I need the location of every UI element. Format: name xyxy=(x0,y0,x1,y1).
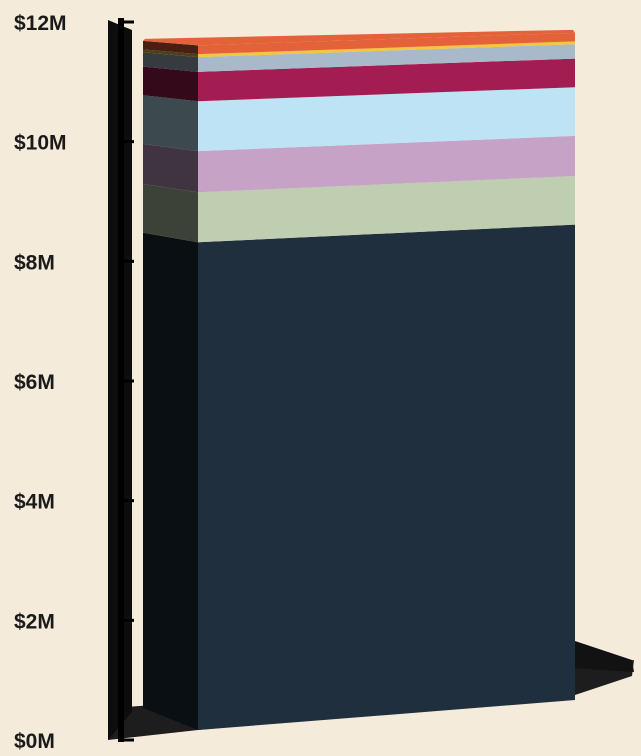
y-tick-label: $12M xyxy=(14,12,67,35)
bar-segment-7 xyxy=(143,41,575,58)
bar-segment-5-front xyxy=(198,58,575,102)
bar-segment-6-front xyxy=(198,44,575,72)
bar-segment-7-front xyxy=(198,41,575,58)
bar-segment-1 xyxy=(143,224,575,730)
bar-segment-8-side xyxy=(143,40,198,55)
bar-segment-6-side xyxy=(143,52,198,72)
chart-floor-back-edge xyxy=(572,640,634,672)
bar-segment-5-side xyxy=(143,66,198,102)
bar-segment-4-front xyxy=(198,87,575,152)
bar-segment-8 xyxy=(143,32,575,55)
y-tick-label: $2M xyxy=(14,610,55,633)
bars-layer xyxy=(143,29,575,730)
bar-segment-4 xyxy=(143,87,575,152)
bar-segment-7-side xyxy=(143,49,198,58)
y-tick-label: $8M xyxy=(14,251,55,274)
y-tick-label: $10M xyxy=(14,132,67,155)
bar-segment-2-side xyxy=(143,183,198,243)
y-tick-label: $6M xyxy=(14,371,55,394)
bar-segment-1-front xyxy=(198,224,575,730)
bar-segment-6 xyxy=(143,44,575,72)
bar-segment-4-side xyxy=(143,95,198,152)
bar-segment-1-side xyxy=(143,232,198,730)
bar-segment-2-front xyxy=(198,175,575,243)
bar-segment-5 xyxy=(143,58,575,102)
bar-segment-3 xyxy=(143,135,575,193)
bar-segment-3-side xyxy=(143,143,198,193)
y-tick-label: $0M xyxy=(14,730,55,753)
y-tick-label: $4M xyxy=(14,491,55,514)
bar-top-face xyxy=(143,29,575,46)
bar-segment-2 xyxy=(143,175,575,243)
bar-segment-8-front xyxy=(198,32,575,55)
y-axis-ticks: $0M $2M $4M $6M $8M $10M $12M xyxy=(14,12,134,753)
bar-segment-3-front xyxy=(198,135,575,193)
